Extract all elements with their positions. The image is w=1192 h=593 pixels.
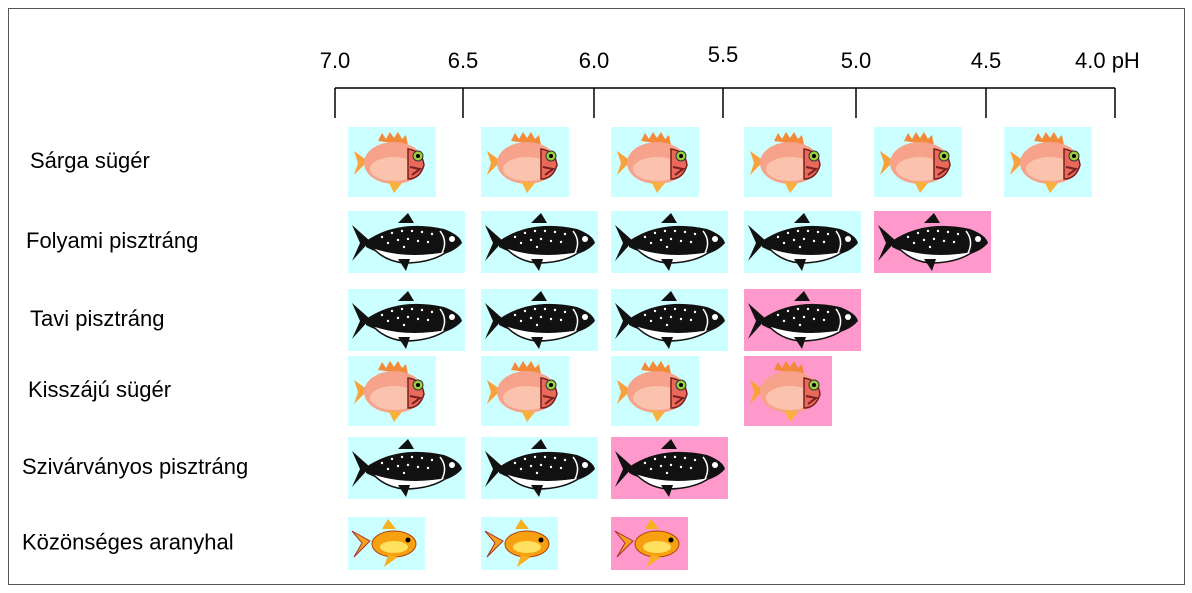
ph-label: 5.5 [708, 42, 739, 67]
ph-label: 7.0 [320, 48, 351, 73]
ph-label: 4.0 pH [1075, 48, 1140, 73]
species-label: Tavi pisztráng [30, 306, 165, 331]
species-label: Folyami pisztráng [26, 228, 198, 253]
ph-label: 4.5 [971, 48, 1002, 73]
ph-label: 6.0 [579, 48, 610, 73]
ph-label: 5.0 [841, 48, 872, 73]
ph-label: 6.5 [448, 48, 479, 73]
frame [8, 8, 1185, 585]
species-label: Kisszájú sügér [28, 377, 171, 402]
species-label: Szivárványos pisztráng [22, 454, 248, 479]
species-label: Sárga sügér [30, 148, 150, 173]
species-label: Közönséges aranyhal [22, 529, 234, 554]
